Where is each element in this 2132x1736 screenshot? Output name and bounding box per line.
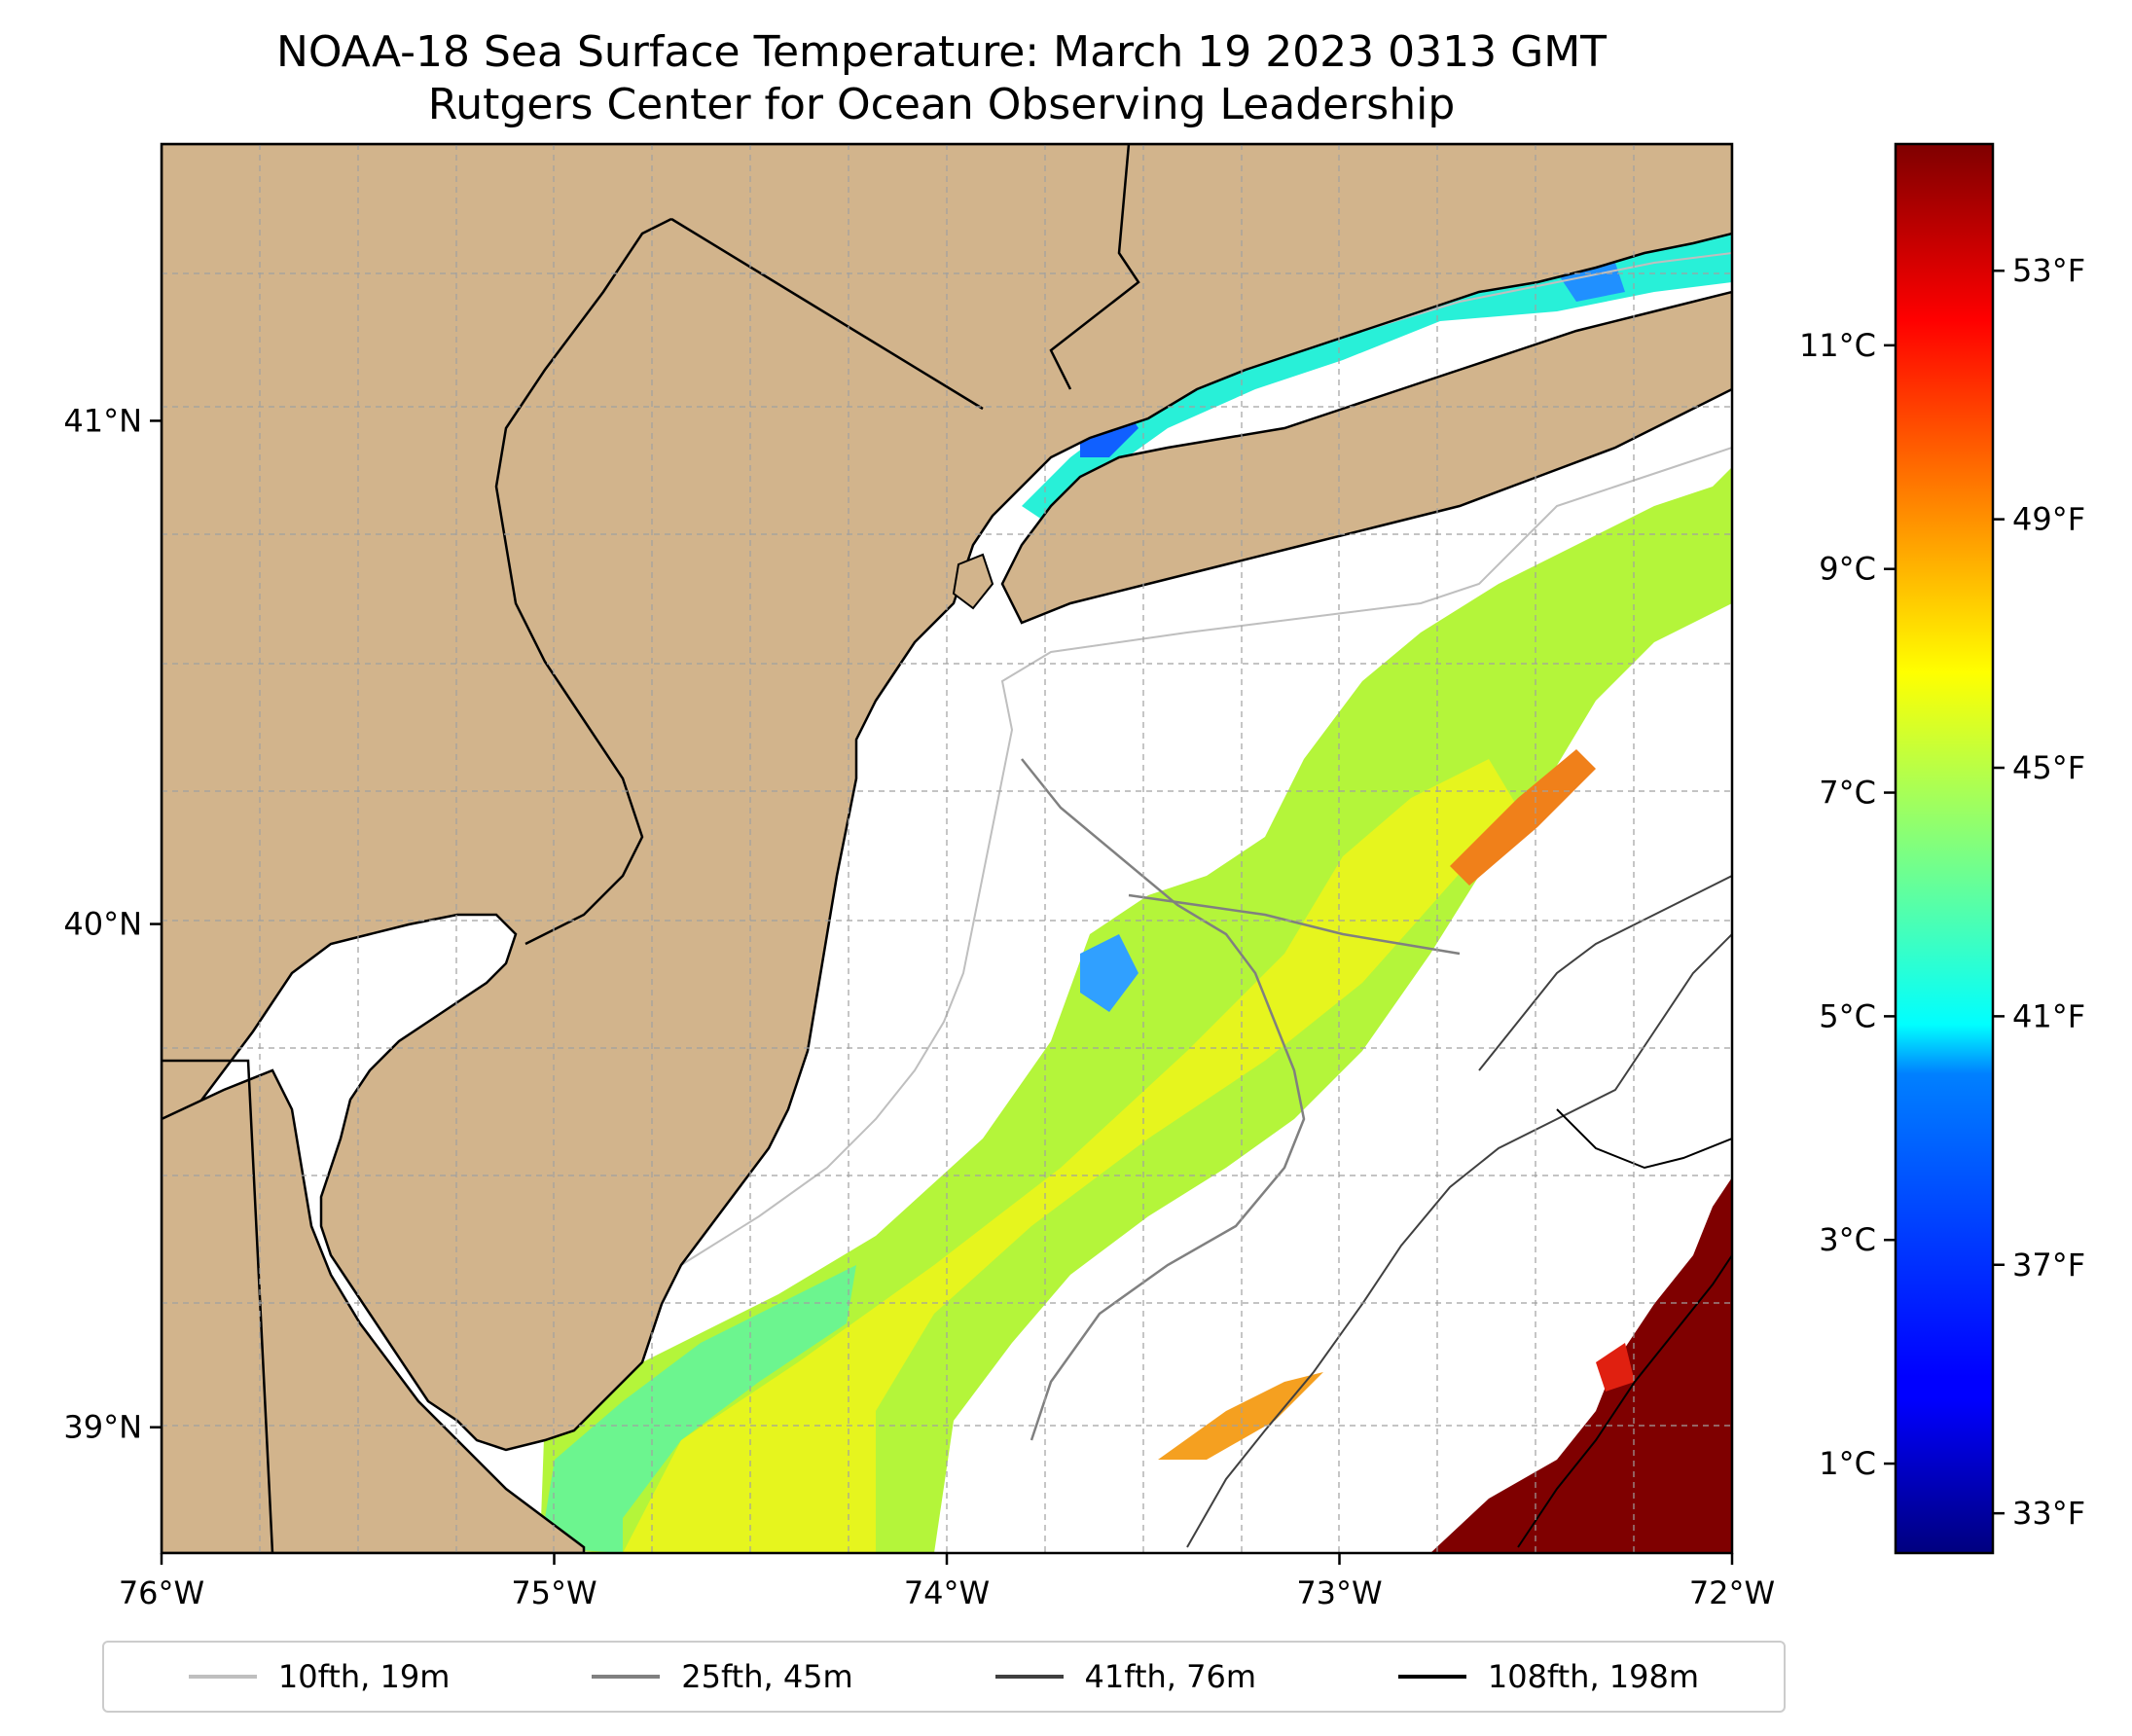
isobath-45m (1021, 758, 1306, 1441)
border-pa-nj (494, 217, 672, 946)
fahrenheit-tick-label: 53°F (2012, 252, 2085, 289)
fahrenheit-tick-label: 41°F (2012, 997, 2085, 1034)
celsius-tick-label: 1°C (1819, 1445, 1876, 1482)
isobath-19m (466, 447, 1732, 1431)
gridline-layer (162, 144, 1732, 1553)
state-border-layer (162, 144, 1140, 1553)
legend-item-10fth: 10fth, 19m (188, 1658, 451, 1695)
legend-label-25fth: 25fth, 45m (681, 1658, 853, 1695)
legend-swatch-10fth (188, 1675, 257, 1679)
land-long-island (1000, 290, 1732, 625)
legend-item-108fth: 108fth, 198m (1397, 1658, 1700, 1695)
isobath-76m-inner (1478, 875, 1732, 1071)
latitude-axis: 41°N 40°N 39°N (63, 402, 162, 1446)
isobath-198m (1517, 1254, 1732, 1548)
map-title: NOAA-18 Sea Surface Temperature: March 1… (275, 27, 1608, 77)
legend-label-41fth: 41fth, 76m (1084, 1658, 1257, 1695)
sst-cold-patch-offshore (1080, 934, 1138, 1012)
celsius-tick-label: 7°C (1819, 775, 1876, 812)
map-subtitle: Rutgers Center for Ocean Observing Leade… (427, 80, 1456, 129)
border-ny-ct (1049, 144, 1140, 390)
sst-gulf-stream (1430, 1177, 1732, 1553)
lat-tick-label: 41°N (63, 402, 142, 439)
isobath-198m-inner (1556, 1108, 1732, 1170)
sst-map-figure: 76°W 75°W 74°W 73°W 72°W 41°N 40°N 39°N 1°C 3°C… (63, 142, 2085, 1611)
legend-swatch-108fth (1397, 1675, 1466, 1679)
legend-label-10fth: 10fth, 19m (277, 1658, 451, 1695)
lon-tick-label: 72°W (1689, 1574, 1775, 1611)
colorbar (1894, 142, 1995, 1555)
lon-tick-label: 73°W (1296, 1574, 1382, 1611)
sst-warm-streak (1450, 749, 1596, 886)
fahrenheit-tick-label: 45°F (2012, 749, 2085, 786)
celsius-tick-label: 11°C (1799, 327, 1876, 364)
sst-gulf-stream-edge (1596, 1343, 1635, 1392)
border-ny-nj (670, 217, 984, 411)
border-de-md (162, 1059, 274, 1553)
celsius-tick-label: 3°C (1819, 1221, 1876, 1258)
legend-swatch-25fth (592, 1675, 661, 1679)
sst-long-island-sound (1022, 224, 1732, 525)
colorbar-fahrenheit-axis: 33°F 37°F 41°F 45°F 49°F 53°F (1993, 252, 2085, 1532)
sst-warm-streak-south (1158, 1372, 1323, 1460)
isobath-45m-shelf (1128, 893, 1461, 956)
lat-tick-label: 39°N (63, 1409, 142, 1446)
legend-label-108fth: 108fth, 198m (1487, 1658, 1700, 1695)
longitude-axis: 76°W 75°W 74°W 73°W 72°W (119, 1553, 1775, 1611)
sst-warm-core (623, 759, 1518, 1553)
fahrenheit-tick-label: 37°F (2012, 1247, 2085, 1284)
fahrenheit-tick-label: 49°F (2012, 501, 2085, 538)
isobath-76m (1186, 933, 1732, 1548)
lon-tick-label: 75°W (511, 1574, 596, 1611)
fahrenheit-tick-label: 33°F (2012, 1495, 2085, 1532)
legend-item-25fth: 25fth, 45m (592, 1658, 853, 1695)
celsius-tick-label: 5°C (1819, 997, 1876, 1034)
lon-tick-label: 74°W (904, 1574, 990, 1611)
map-panel (162, 144, 1732, 1553)
legend-swatch-41fth (994, 1675, 1064, 1679)
sst-coastal-band (540, 1265, 856, 1553)
land-staten-island (952, 553, 994, 610)
colorbar-celsius-axis: 1°C 3°C 5°C 7°C 9°C 11°C (1799, 327, 1896, 1482)
legend-item-41fth: 41fth, 76m (994, 1658, 1257, 1695)
celsius-tick-label: 9°C (1819, 551, 1876, 588)
isobath-legend: 10fth, 19m 25fth, 45m 41fth, 76m 108fth,… (102, 1641, 1786, 1713)
lon-tick-label: 76°W (119, 1574, 204, 1611)
lat-tick-label: 40°N (63, 906, 142, 943)
